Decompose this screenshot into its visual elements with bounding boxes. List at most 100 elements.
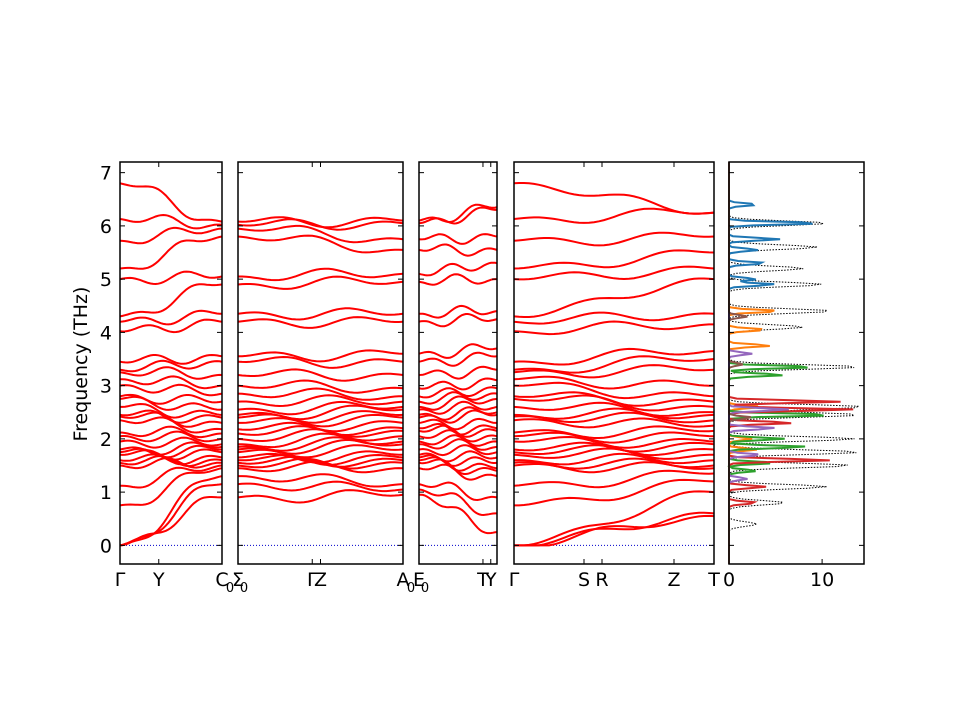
band-line [513,375,715,390]
band-line [237,450,403,464]
band-line [119,353,223,365]
x-tick-subscript: 0 [240,581,248,596]
band-line [119,393,223,405]
band-line [237,420,404,433]
band-line [418,365,498,380]
band-line [237,216,404,229]
band-line [119,226,223,245]
band-line [237,400,404,416]
band-line [418,343,498,359]
band-line [119,318,223,334]
band-line [418,400,498,415]
band-line [119,430,223,443]
band-line [513,381,715,400]
band-line [418,493,498,535]
band-line [418,434,498,447]
band-line [513,391,715,407]
y-tick-label: 2 [100,429,112,451]
band-line [119,444,223,459]
band-line [119,359,223,373]
band-line [418,377,498,391]
dos-panel: 0 10 [723,161,865,591]
band-line [513,277,715,318]
band-line [514,511,715,547]
band-line [418,406,498,421]
band-line [513,431,715,444]
band-line [513,182,715,215]
panel-frame [513,161,715,565]
band-line [418,313,498,328]
x-tick-subscript: 0 [421,581,429,596]
band-line [120,402,223,419]
band-line [419,304,498,319]
x-tick-label: C [215,569,228,591]
band-line [119,309,222,326]
band-line [418,417,497,431]
band-line [418,386,498,399]
band-line [513,207,715,224]
band-line [237,224,404,244]
band-line [419,438,498,451]
band-line [418,450,498,463]
band-line [418,481,498,502]
band-line [237,368,404,382]
band-line [120,464,223,489]
band-line [119,475,223,547]
x-tick-subscript: 0 [226,581,234,596]
band-line [238,413,404,428]
band-line [418,351,498,367]
band-line [119,448,223,461]
band-line [418,243,498,257]
y-tick-label: 5 [100,269,112,291]
band-line [513,364,715,379]
band-line [418,233,498,245]
band-line [513,401,715,417]
band-line [237,394,404,408]
band-line [237,307,404,321]
band-line [513,452,715,466]
x-tick-label: Z [667,569,680,591]
band-line [418,273,497,286]
band-line [418,203,498,223]
band-line [119,467,223,507]
band-line [513,311,715,325]
x-tick-label: Z [314,569,327,591]
band-line [418,206,497,225]
band-line [237,234,404,254]
band-line [238,473,404,488]
band-line [119,409,223,424]
band-line [237,349,404,363]
band-line [119,366,223,380]
band-line [513,407,715,420]
band-line [237,410,404,424]
band-line [418,488,497,517]
band-line [513,249,715,270]
band-line [120,375,223,390]
band-line [418,463,498,481]
x-tick-label: S [578,569,590,591]
band-line [238,267,404,282]
band-line [237,436,404,452]
band-line [237,379,404,394]
band-line [513,457,715,470]
band-line [237,453,404,466]
x-tick-label: Y [484,569,497,591]
band-line [119,182,223,223]
band-line [514,490,715,547]
x-tick-label: E [413,569,425,591]
band-line [237,355,404,369]
y-tick-label: 7 [100,163,112,185]
band-line [237,489,404,504]
band-line [418,456,498,472]
band-line [237,387,403,401]
band-line [418,444,498,457]
x-tick-label: Y [152,569,165,591]
band-line [418,395,498,411]
band-line [237,432,404,449]
band-line [513,355,715,374]
band-line [119,235,223,270]
x-tick-label: R [595,569,608,591]
